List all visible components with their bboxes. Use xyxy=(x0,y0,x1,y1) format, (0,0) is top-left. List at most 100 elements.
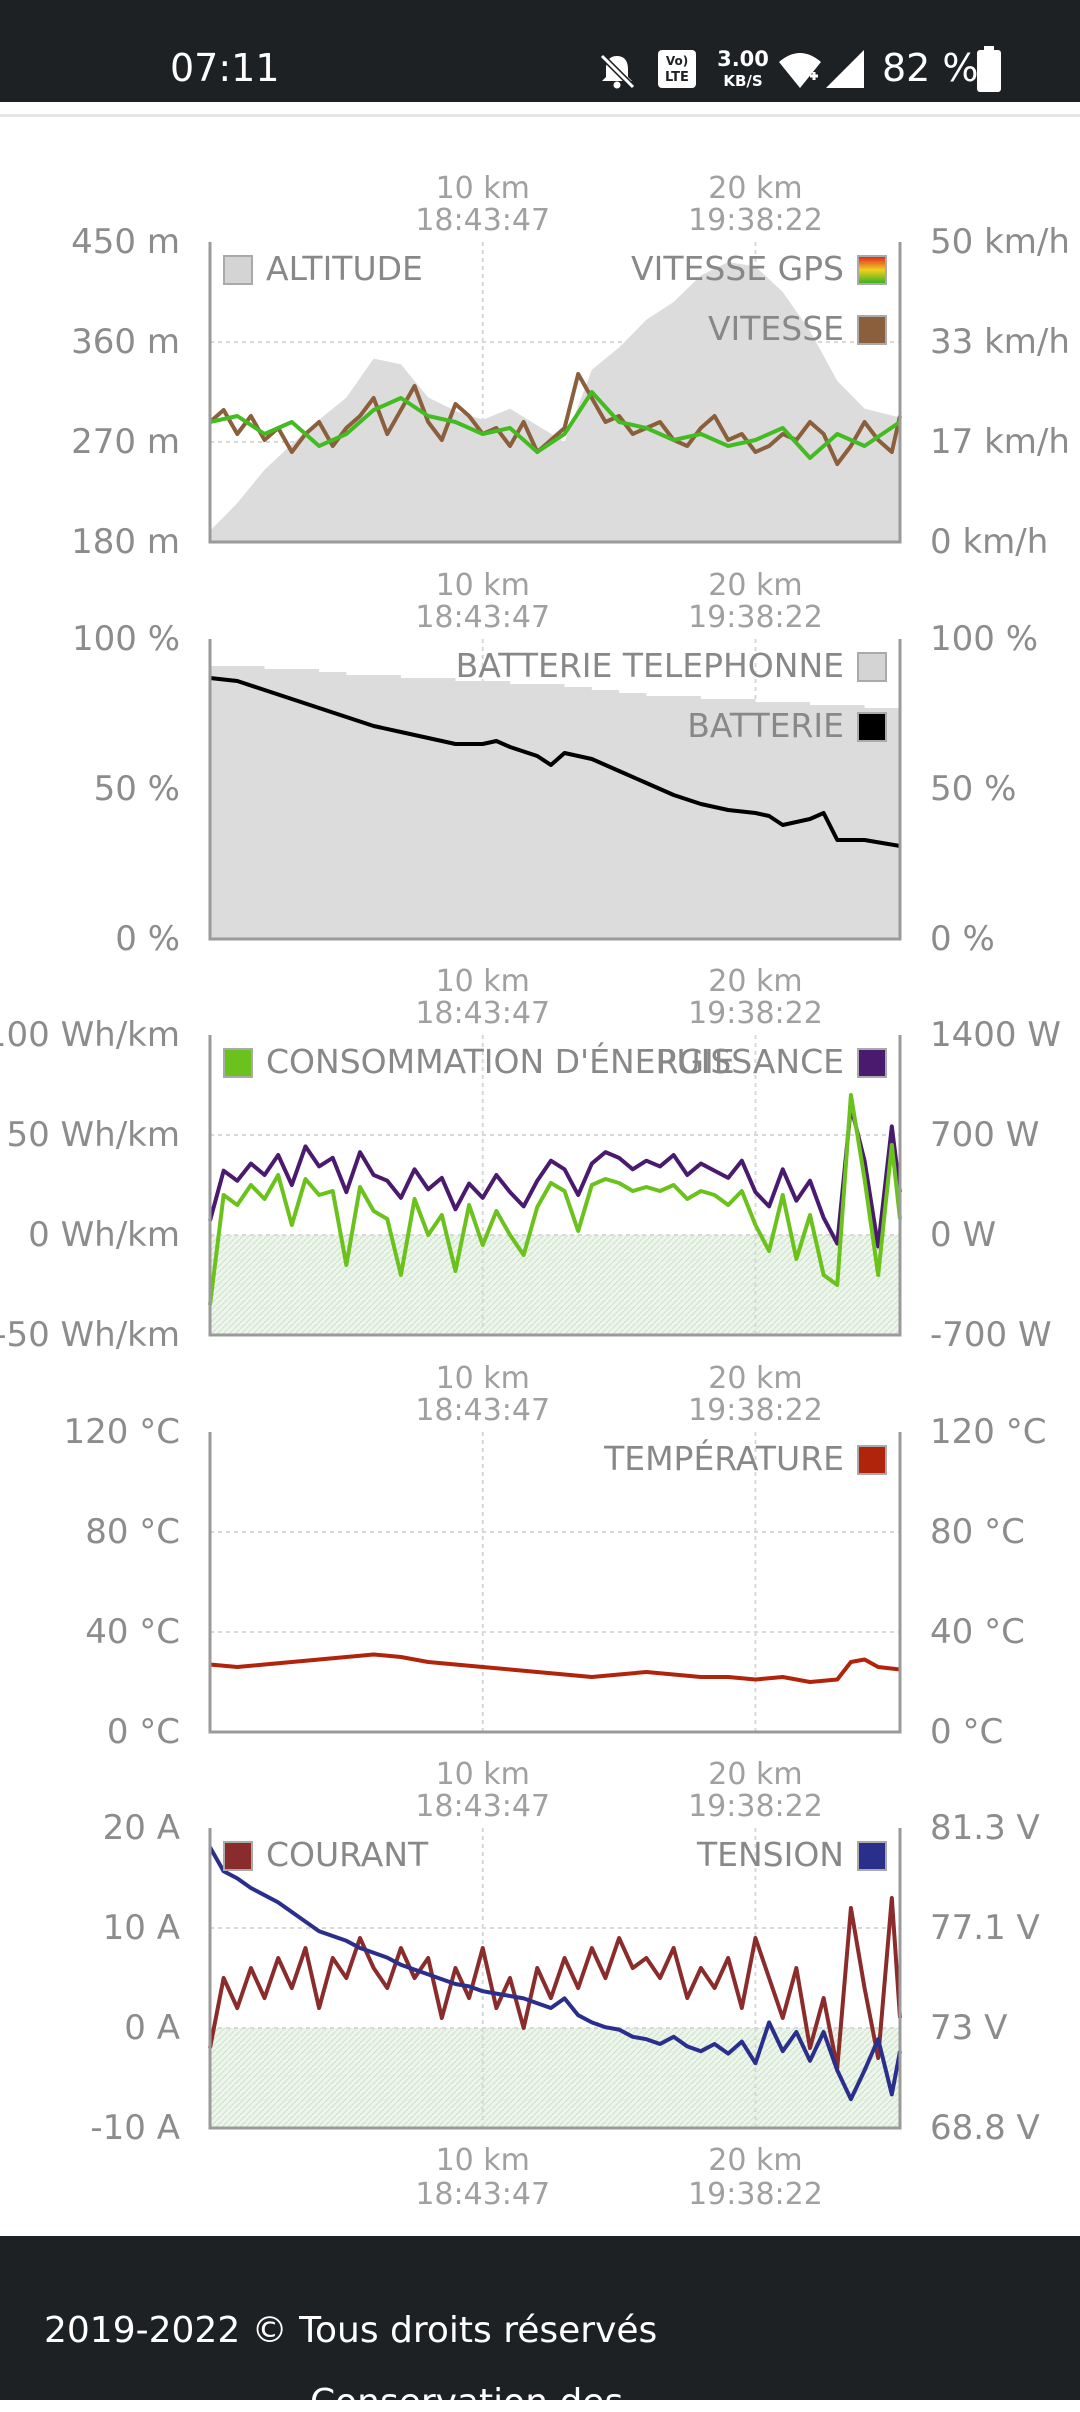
negative-zone xyxy=(210,2028,900,2128)
x-tick-distance: 20 km xyxy=(708,568,802,603)
y-tick-left: 80 °C xyxy=(85,1512,180,1552)
y-tick-right: 0 km/h xyxy=(930,522,1048,562)
legend-label: TENSION xyxy=(696,1835,844,1874)
x-tick-time: 19:38:22 xyxy=(688,1393,823,1428)
x-tick-time: 19:38:22 xyxy=(688,203,823,238)
legend-swatch xyxy=(857,315,887,345)
legend-label: VITESSE GPS xyxy=(631,249,844,288)
y-tick-left: 100 % xyxy=(72,619,180,659)
y-tick-right: 0 % xyxy=(930,919,995,959)
y-tick-right: 68.8 V xyxy=(930,2108,1040,2148)
legend-swatch xyxy=(223,1841,253,1871)
legend-label: ALTITUDE xyxy=(266,249,423,288)
legend-swatch xyxy=(857,1445,887,1475)
legend-label: VITESSE xyxy=(708,309,844,348)
y-tick-left: 0 Wh/km xyxy=(28,1215,180,1255)
x-tick-time: 18:43:47 xyxy=(415,600,550,635)
bell-off-icon xyxy=(599,53,636,90)
series-line xyxy=(208,1093,902,1306)
legend-swatch xyxy=(857,255,887,285)
y-tick-right: 100 % xyxy=(930,619,1038,659)
x-tick-distance: 20 km xyxy=(708,2143,802,2178)
plot-frame xyxy=(208,639,902,941)
x-tick-distance: 10 km xyxy=(436,964,530,999)
plot-frame xyxy=(208,1432,902,1734)
legend-label: BATTERIE xyxy=(687,706,844,745)
data-rate-unit: KB/S xyxy=(723,72,762,90)
y-tick-left: 0 % xyxy=(115,919,180,959)
x-tick-time: 19:38:22 xyxy=(688,1789,823,1824)
status-bar: 07:11 Vo) LTE 3.00 KB/S 82 % xyxy=(0,0,1080,102)
data-rate-indicator: 3.00 KB/S xyxy=(717,47,769,90)
x-tick-time: 19:38:22 xyxy=(688,2177,823,2212)
y-tick-right: 50 % xyxy=(930,769,1016,809)
y-tick-left: 10 A xyxy=(103,1908,180,1948)
plot-frame xyxy=(208,1828,902,2130)
x-tick-time: 18:43:47 xyxy=(415,1393,550,1428)
x-tick-distance: 10 km xyxy=(436,1757,530,1792)
y-tick-right: -700 W xyxy=(930,1315,1052,1355)
legend-swatch xyxy=(857,1841,887,1871)
legend-swatch xyxy=(223,1048,253,1078)
y-tick-right: 0 W xyxy=(930,1215,996,1255)
legend-label: TEMPÉRATURE xyxy=(603,1438,844,1478)
footer-link[interactable]: Conservation des xyxy=(310,2382,624,2412)
series-line xyxy=(209,1652,901,1684)
y-tick-right: 81.3 V xyxy=(930,1808,1040,1848)
x-tick-time: 18:43:47 xyxy=(415,203,550,238)
x-tick-distance: 20 km xyxy=(708,171,802,206)
footer: 2019-2022 © Tous droits réservés Conserv… xyxy=(0,2236,1080,2412)
data-rate: 3.00 xyxy=(717,47,769,71)
y-tick-left: 50 % xyxy=(94,769,180,809)
x-tick-distance: 10 km xyxy=(436,568,530,603)
y-tick-left: 120 °C xyxy=(64,1412,180,1452)
x-tick-time: 18:43:47 xyxy=(415,1789,550,1824)
copyright-text: 2019-2022 © Tous droits réservés xyxy=(44,2310,658,2351)
legend-label: BATTERIE TELEPHONNE xyxy=(456,646,844,685)
y-tick-left: -50 Wh/km xyxy=(0,1315,180,1355)
wifi-icon xyxy=(779,53,821,88)
battery-icon xyxy=(977,46,1001,92)
legend-swatch xyxy=(223,255,253,285)
legend-label: COURANT xyxy=(266,1835,429,1874)
y-tick-left: 20 A xyxy=(103,1808,180,1848)
x-tick-time: 19:38:22 xyxy=(688,996,823,1031)
x-tick-time: 18:43:47 xyxy=(415,996,550,1031)
y-tick-right: 73 V xyxy=(930,2008,1007,2048)
x-tick-distance: 10 km xyxy=(436,2143,530,2178)
series-area xyxy=(210,666,900,939)
divider xyxy=(0,114,1080,117)
series-line xyxy=(208,1846,902,2102)
series-line xyxy=(208,1104,902,1249)
y-tick-right: 17 km/h xyxy=(930,422,1070,462)
plot-frame xyxy=(208,1035,902,1337)
series-area xyxy=(210,262,900,542)
y-tick-left: 50 Wh/km xyxy=(6,1115,180,1155)
legend-swatch xyxy=(857,652,887,682)
y-tick-left: 180 m xyxy=(71,522,180,562)
x-tick-distance: 20 km xyxy=(708,964,802,999)
y-tick-left: 450 m xyxy=(71,222,180,262)
clock: 07:11 xyxy=(170,46,280,90)
y-tick-left: 360 m xyxy=(71,322,180,362)
y-tick-right: 80 °C xyxy=(930,1512,1025,1552)
legend-swatch xyxy=(857,712,887,742)
network-type: LTE xyxy=(665,70,689,85)
x-tick-distance: 20 km xyxy=(708,1361,802,1396)
series-line xyxy=(208,1896,902,2070)
volte-icon: Vo) LTE xyxy=(658,50,696,88)
y-tick-left: -10 A xyxy=(90,2108,180,2148)
y-tick-right: 1400 W xyxy=(930,1015,1061,1055)
y-tick-right: 33 km/h xyxy=(930,322,1070,362)
negative-zone xyxy=(210,1235,900,1335)
legend-label: PUISSANCE xyxy=(657,1042,844,1081)
y-tick-right: 120 °C xyxy=(930,1412,1046,1452)
y-tick-right: 50 km/h xyxy=(930,222,1070,262)
y-tick-left: 270 m xyxy=(71,422,180,462)
y-tick-right: 700 W xyxy=(930,1115,1039,1155)
